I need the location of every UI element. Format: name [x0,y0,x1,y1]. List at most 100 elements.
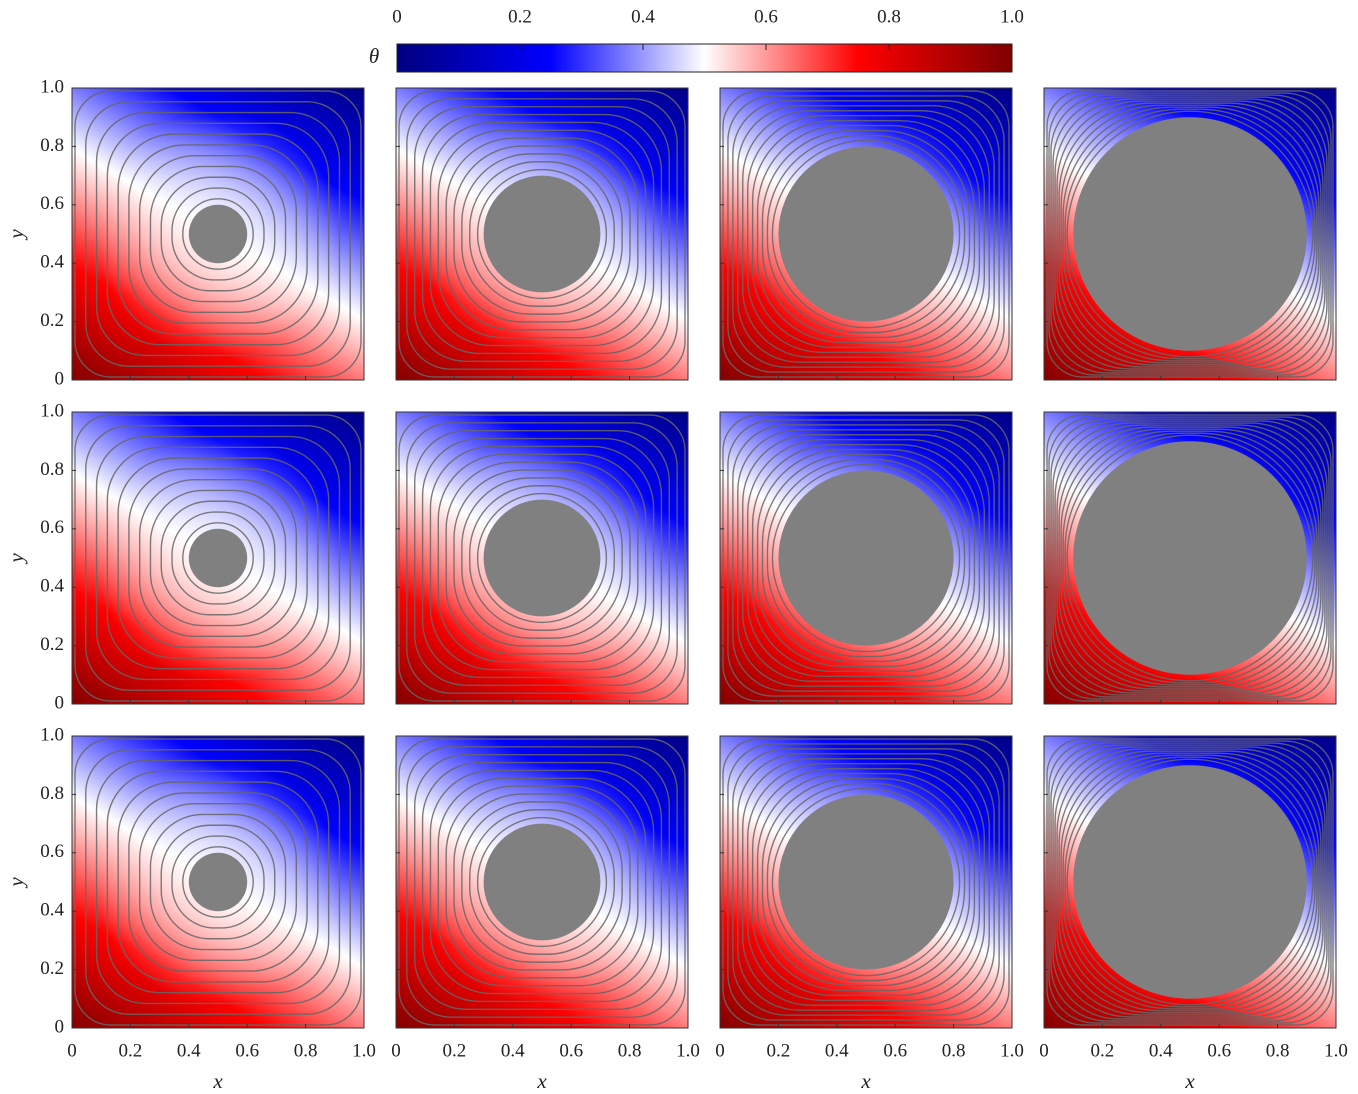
x-axis-label: x [860,1069,871,1093]
streamline [453,793,631,971]
streamline [1066,758,1314,1006]
streamline [171,187,265,281]
y-tick-label: 1.0 [40,724,64,745]
obstacle [1073,765,1307,999]
streamline [138,802,298,962]
x-tick-label: 1.0 [1000,1040,1024,1061]
streamline [742,434,990,682]
y-tick-label: 0.4 [40,900,64,921]
x-tick-label: 0 [67,1040,77,1061]
obstacle [188,852,248,912]
streamline [771,139,961,329]
streamline [445,137,639,331]
obstacle [188,204,248,264]
streamline [1056,424,1324,692]
x-tick-label: 0.2 [119,1040,143,1061]
y-tick-label: 0.8 [40,459,64,480]
streamlines [1046,738,1334,1026]
x-tick-label: 0.6 [1207,1040,1231,1061]
streamline [1062,754,1318,1010]
y-tick-label: 0.6 [40,193,64,214]
streamline [421,437,663,679]
streamline [398,90,686,378]
streamline [476,492,608,624]
streamline [160,176,276,292]
obstacle [483,175,601,293]
obstacle [778,470,954,646]
streamline [771,463,961,653]
streamline [421,761,663,1003]
streamline [106,446,330,670]
y-tick-label: 0.8 [40,135,64,156]
streamline [1060,752,1320,1012]
streamline [74,414,362,702]
obstacle [1073,441,1307,675]
panel [719,411,1013,705]
streamline [1052,744,1328,1020]
y-tick-label: 0.2 [40,310,64,331]
streamline [722,90,1010,378]
colorbar-tick-label: 1.0 [1000,6,1024,27]
y-tick-label: 1.0 [40,400,64,421]
x-tick-label: 0.6 [559,1040,583,1061]
panel-frame [719,87,1013,381]
panel-frame [1043,411,1337,705]
streamline [95,435,341,681]
streamline [756,448,976,668]
streamline [751,119,981,349]
panel-frame [1043,735,1337,1029]
streamline [737,429,995,687]
streamline [1064,432,1316,684]
streamline [106,122,330,346]
streamline [445,461,639,655]
x-axis-label: x [1184,1069,1195,1093]
streamline [106,770,330,994]
streamline [85,749,351,1015]
obstacle [778,794,954,970]
streamline [182,846,254,918]
panel-frame [719,735,1013,1029]
streamline [1046,90,1334,378]
x-tick-label: 0.6 [235,1040,259,1061]
streamline [138,154,298,314]
streamline [747,439,986,678]
streamline [756,772,976,992]
streamline [732,100,1000,368]
streamline [722,414,1010,702]
streamline [398,738,686,1026]
y-tick-label: 0 [55,692,65,713]
streamline [722,738,1010,1026]
x-tick-label: 0.8 [942,1040,966,1061]
panel-frame [719,411,1013,705]
streamline [117,781,319,983]
streamline [171,511,265,605]
x-tick-label: 0.8 [294,1040,318,1061]
streamline [406,746,678,1018]
x-tick-label: 0 [391,1040,401,1061]
streamlines [1046,414,1334,702]
streamline [149,489,287,627]
streamline [95,759,341,1005]
streamline [761,453,971,663]
streamline [1050,742,1330,1022]
streamline [406,98,678,370]
y-tick-label: 0.4 [40,252,64,273]
panel [1043,411,1337,705]
streamline [476,816,608,948]
streamline [461,801,623,963]
streamline [1066,434,1314,682]
x-tick-label: 0.6 [883,1040,907,1061]
y-tick-label: 0.8 [40,783,64,804]
streamline [766,134,966,334]
streamline [171,835,265,929]
x-tick-label: 0.2 [443,1040,467,1061]
streamline [727,743,1005,1021]
streamlines [74,90,362,378]
colorbar [396,43,1013,73]
streamline [398,414,686,702]
panel: 0 0.2 0.4 0.6 0.8 1.0 x [715,735,1024,1093]
streamline [751,767,981,997]
streamline [453,469,631,647]
streamline [1050,94,1330,374]
